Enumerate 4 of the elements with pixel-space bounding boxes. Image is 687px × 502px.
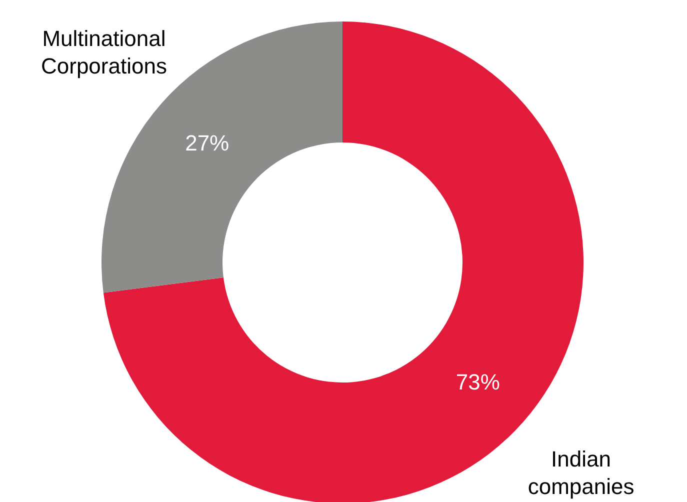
data-label: 27% bbox=[185, 130, 230, 156]
slice-label: Multinational Corporations bbox=[40, 26, 167, 78]
slice-label: Indian companies bbox=[528, 446, 634, 500]
data-label: 73% bbox=[456, 369, 500, 394]
